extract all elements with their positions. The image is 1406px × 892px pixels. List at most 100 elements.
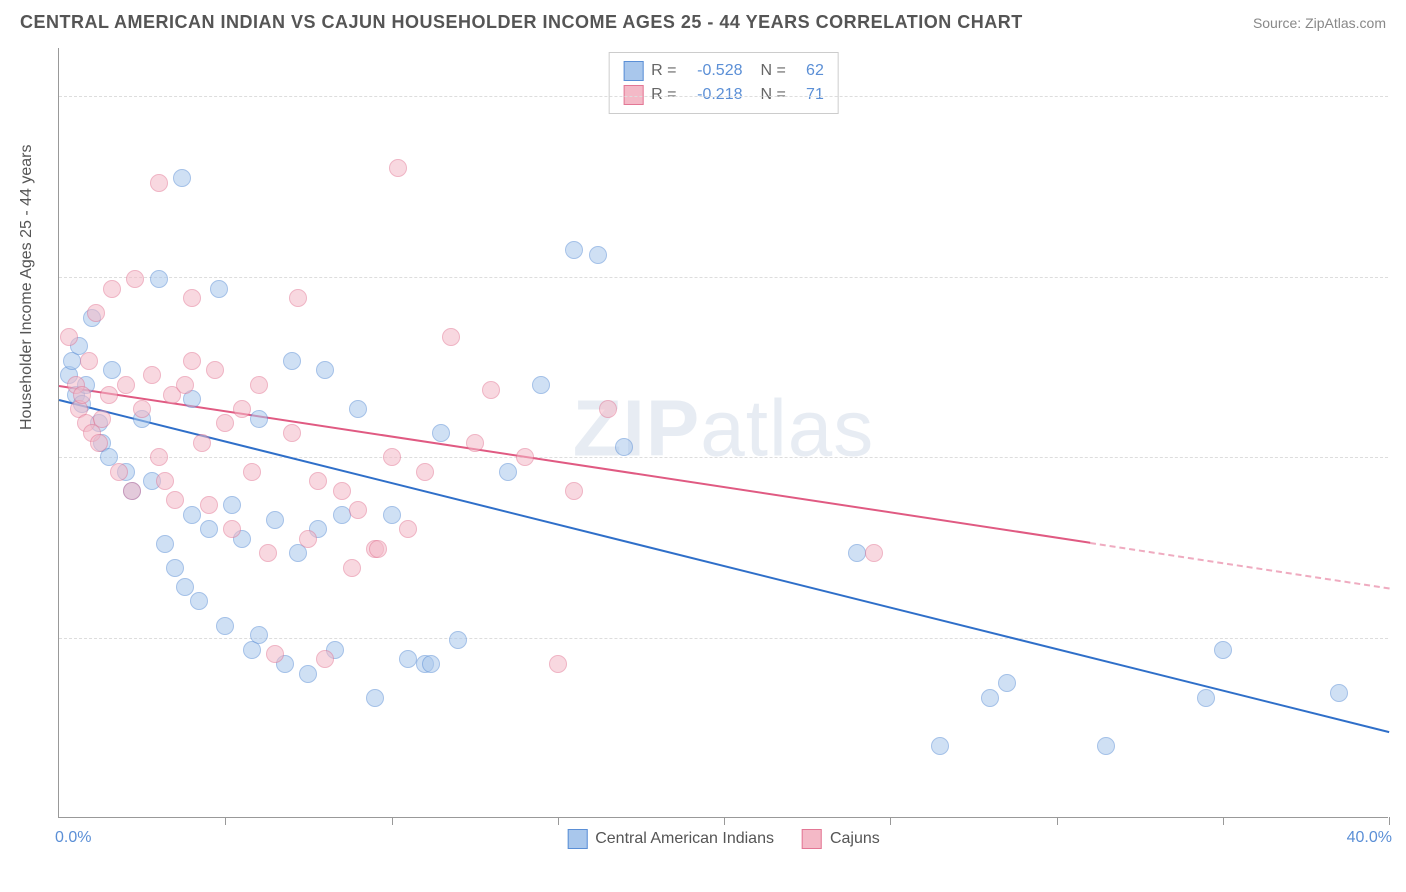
- data-point: [422, 655, 440, 673]
- data-point: [150, 448, 168, 466]
- r-label: R =: [651, 59, 676, 83]
- data-point: [87, 304, 105, 322]
- data-point: [183, 352, 201, 370]
- x-axis-min: 0.0%: [55, 829, 91, 847]
- series-legend: Central American IndiansCajuns: [567, 829, 880, 849]
- source-label: Source: ZipAtlas.com: [1253, 15, 1386, 31]
- data-point: [349, 501, 367, 519]
- watermark: ZIPatlas: [573, 382, 874, 474]
- data-point: [349, 400, 367, 418]
- data-point: [399, 650, 417, 668]
- data-point: [210, 280, 228, 298]
- data-point: [73, 386, 91, 404]
- data-point: [432, 424, 450, 442]
- data-point: [133, 400, 151, 418]
- data-point: [103, 280, 121, 298]
- data-point: [565, 482, 583, 500]
- legend-label: Cajuns: [830, 830, 880, 848]
- x-tick: [1223, 817, 1224, 825]
- data-point: [80, 352, 98, 370]
- data-point: [499, 463, 517, 481]
- legend-swatch: [802, 829, 822, 849]
- x-tick: [1389, 817, 1390, 825]
- data-point: [223, 520, 241, 538]
- data-point: [466, 434, 484, 452]
- data-point: [110, 463, 128, 481]
- data-point: [193, 434, 211, 452]
- source-link[interactable]: ZipAtlas.com: [1305, 15, 1386, 31]
- data-point: [200, 520, 218, 538]
- data-point: [223, 496, 241, 514]
- data-point: [216, 617, 234, 635]
- data-point: [289, 289, 307, 307]
- data-point: [103, 361, 121, 379]
- data-point: [200, 496, 218, 514]
- data-point: [299, 530, 317, 548]
- y-tick-label: $150,000: [1396, 87, 1406, 105]
- data-point: [399, 520, 417, 538]
- data-point: [516, 448, 534, 466]
- data-point: [848, 544, 866, 562]
- data-point: [183, 506, 201, 524]
- data-point: [243, 463, 261, 481]
- legend-swatch: [623, 85, 643, 105]
- data-point: [383, 506, 401, 524]
- data-point: [266, 511, 284, 529]
- x-tick: [1057, 817, 1058, 825]
- r-label: R =: [651, 83, 676, 107]
- data-point: [173, 169, 191, 187]
- data-point: [266, 645, 284, 663]
- data-point: [309, 472, 327, 490]
- data-point: [931, 737, 949, 755]
- data-point: [333, 506, 351, 524]
- data-point: [343, 559, 361, 577]
- data-point: [166, 559, 184, 577]
- data-point: [190, 592, 208, 610]
- data-point: [565, 241, 583, 259]
- n-label: N =: [761, 59, 786, 83]
- data-point: [1330, 684, 1348, 702]
- gridline: [59, 277, 1388, 278]
- trend-line: [59, 385, 1090, 544]
- data-point: [442, 328, 460, 346]
- data-point: [416, 463, 434, 481]
- data-point: [90, 434, 108, 452]
- gridline: [59, 457, 1388, 458]
- x-tick: [225, 817, 226, 825]
- y-tick-label: $75,000: [1396, 448, 1406, 466]
- data-point: [183, 289, 201, 307]
- data-point: [176, 376, 194, 394]
- data-point: [283, 424, 301, 442]
- y-tick-label: $37,500: [1396, 629, 1406, 647]
- data-point: [126, 270, 144, 288]
- data-point: [366, 689, 384, 707]
- correlation-row: R =-0.218N =71: [623, 83, 824, 107]
- data-point: [156, 472, 174, 490]
- data-point: [123, 482, 141, 500]
- data-point: [549, 655, 567, 673]
- trend-line: [59, 399, 1389, 733]
- scatter-chart: ZIPatlas R =-0.528N =62R =-0.218N =71 Ce…: [58, 48, 1388, 818]
- legend-item: Cajuns: [802, 829, 880, 849]
- data-point: [100, 386, 118, 404]
- data-point: [150, 174, 168, 192]
- data-point: [166, 491, 184, 509]
- data-point: [1214, 641, 1232, 659]
- data-point: [389, 159, 407, 177]
- trend-line: [1090, 542, 1390, 589]
- data-point: [369, 540, 387, 558]
- y-axis-label: Householder Income Ages 25 - 44 years: [18, 145, 36, 431]
- legend-swatch: [567, 829, 587, 849]
- data-point: [233, 400, 251, 418]
- data-point: [599, 400, 617, 418]
- x-axis-max: 40.0%: [1347, 829, 1392, 847]
- data-point: [1197, 689, 1215, 707]
- data-point: [482, 381, 500, 399]
- legend-swatch: [623, 61, 643, 81]
- n-label: N =: [761, 83, 786, 107]
- header: CENTRAL AMERICAN INDIAN VS CAJUN HOUSEHO…: [0, 0, 1406, 41]
- data-point: [156, 535, 174, 553]
- data-point: [998, 674, 1016, 692]
- data-point: [60, 328, 78, 346]
- x-tick: [558, 817, 559, 825]
